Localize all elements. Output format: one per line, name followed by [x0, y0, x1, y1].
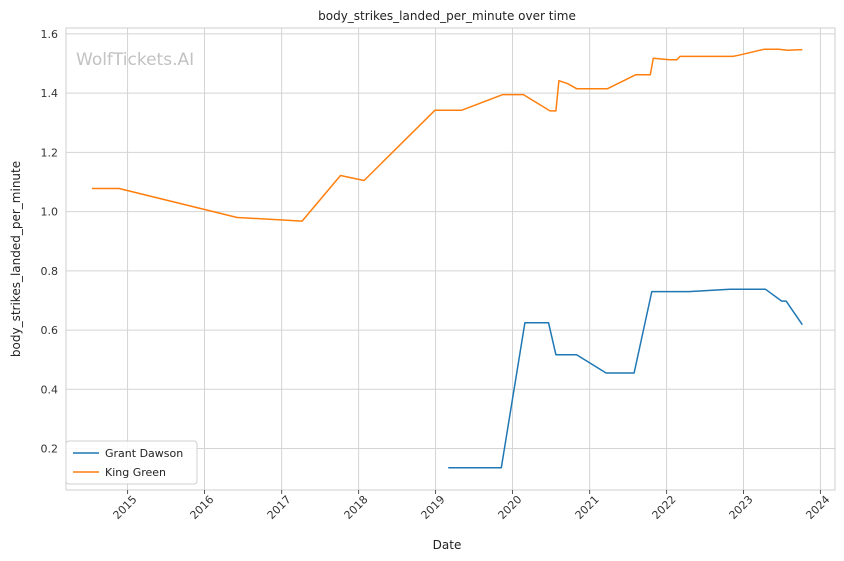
grid [66, 28, 835, 490]
chart-title: body_strikes_landed_per_minute over time [318, 9, 576, 23]
series-line-grant-dawson [448, 288, 803, 469]
y-tick-label: 1.0 [41, 206, 59, 219]
y-tick-label: 0.8 [41, 265, 59, 278]
y-tick-label: 0.6 [41, 324, 59, 337]
series-line-king-green [91, 48, 803, 222]
plot-area-frame [65, 27, 836, 491]
y-tick-label: 1.4 [41, 87, 59, 100]
legend-label-king-green: King Green [105, 466, 166, 479]
legend: Grant Dawson King Green [65, 440, 198, 485]
y-tick-label: 1.2 [41, 146, 59, 159]
y-axis-label: body_strikes_landed_per_minute [9, 161, 23, 357]
series-lines [91, 48, 803, 469]
y-axis-ticks: 0.2 0.4 0.6 0.8 1.0 1.2 1.4 1.6 [41, 28, 59, 456]
legend-box [65, 440, 198, 485]
y-tick-label: 1.6 [41, 28, 59, 41]
watermark-text: WolfTickets.AI [76, 50, 194, 70]
y-tick-label: 0.4 [41, 383, 59, 396]
legend-label-grant-dawson: Grant Dawson [105, 447, 183, 460]
x-axis-label: Date [433, 538, 462, 552]
y-tick-label: 0.2 [41, 443, 59, 456]
